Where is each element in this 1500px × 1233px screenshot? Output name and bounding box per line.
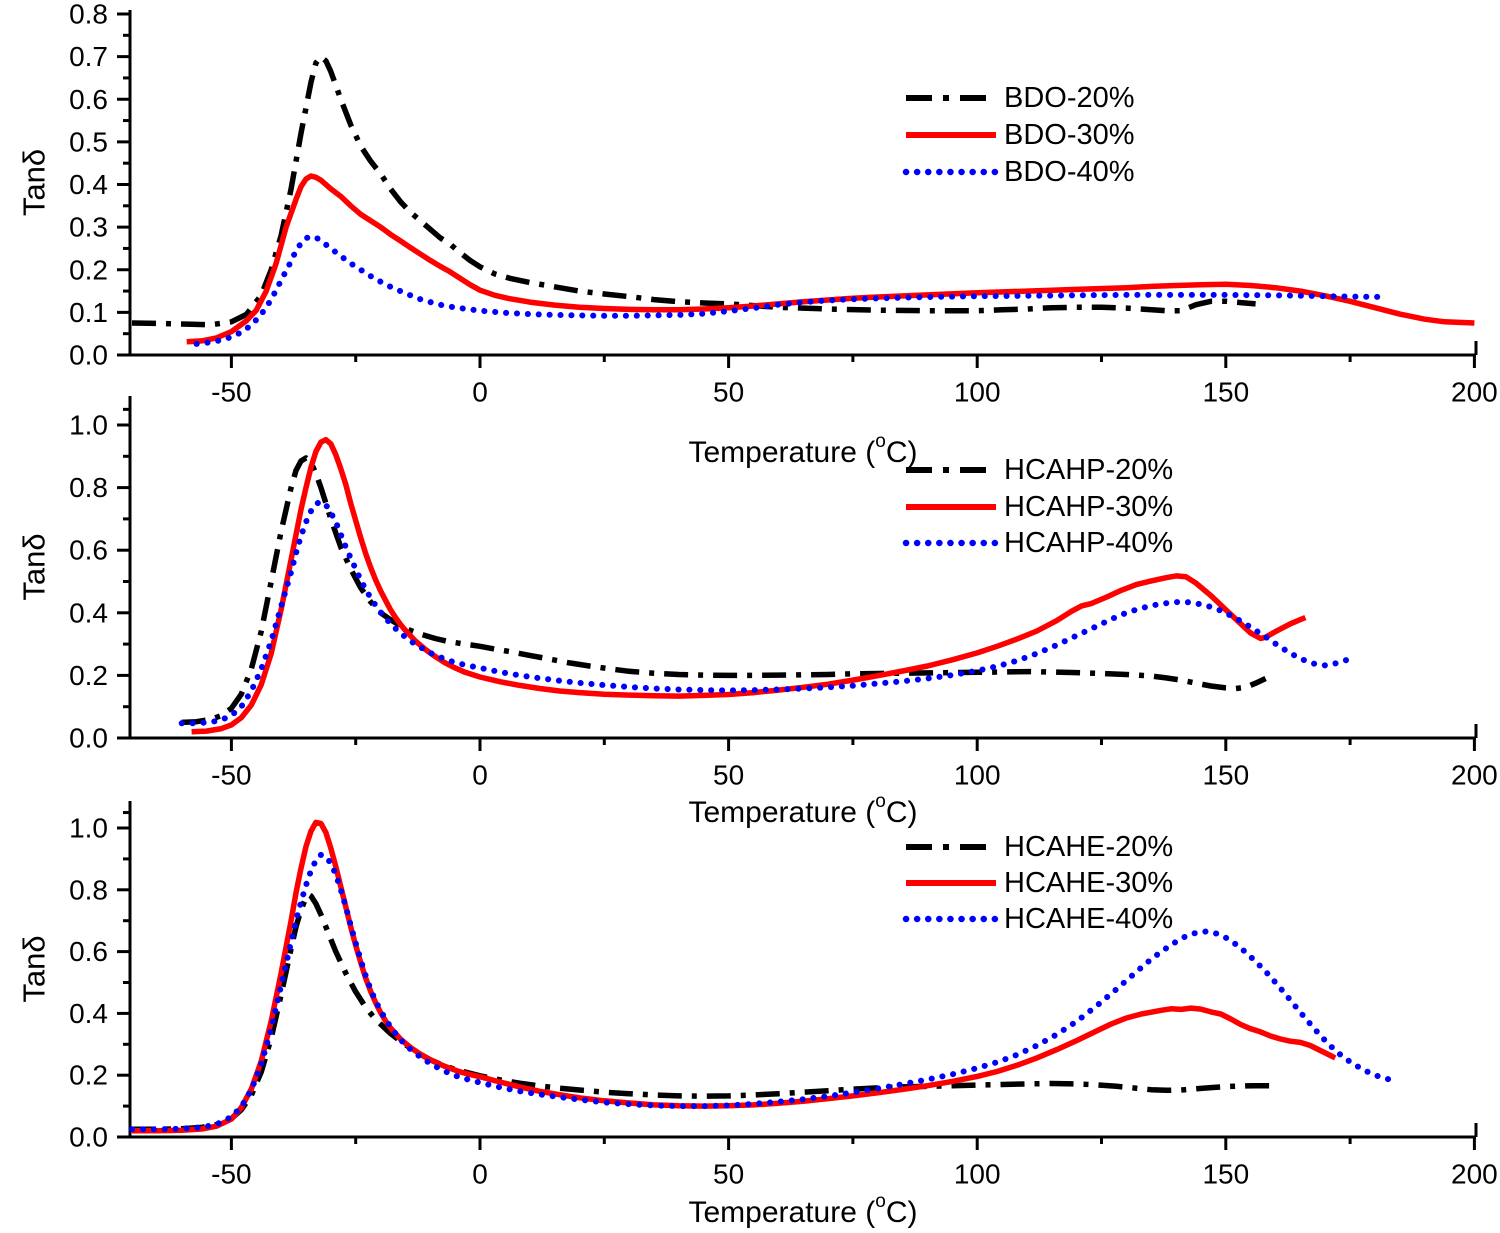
curve-hcahe-40	[129, 851, 1398, 1133]
panel-bdo-y-ticks: 0.0 0.1 0.2 0.3 0.4 0.5 0.6 0.7 0.8	[69, 0, 130, 371]
panel-bdo-y-tick-label: 0.4	[69, 169, 108, 200]
legend-label-hcahp-40: HCAHP-40%	[1004, 527, 1173, 559]
panel-hcahp-x-tick-label: -50	[211, 760, 251, 791]
panel-hcahe-y-tick-label: 1.0	[69, 813, 108, 844]
panel-hcahe-x-tick-label: 0	[472, 1159, 488, 1190]
legend-item-hcahp-20: HCAHP-20%	[906, 454, 1173, 486]
curve-hcahp-30	[191, 436, 1307, 735]
legend-item-hcahp-40: HCAHP-40%	[902, 527, 1173, 559]
panel-bdo-x-tick-label: 150	[1202, 377, 1249, 408]
panel-hcahe-x-tick-label: 50	[713, 1159, 744, 1190]
panel-hcahp-y-tick-label: 0.8	[69, 472, 108, 503]
legend-item-bdo-30: BDO-30%	[906, 119, 1135, 151]
panel-hcahe-legend: HCAHE-20% HCAHE-30% HCAHE-40%	[902, 831, 1173, 935]
panel-hcahe-y-tick-label: 0.8	[69, 874, 108, 905]
legend-label-hcahe-40: HCAHE-40%	[1004, 903, 1173, 935]
legend-label-hcahp-30: HCAHP-30%	[1004, 491, 1173, 523]
panel-hcahe-y-tick-label: 0.0	[69, 1122, 108, 1153]
panel-bdo-y-tick-label: 0.6	[69, 84, 108, 115]
curve-hcahp-40	[178, 498, 1359, 727]
panel-hcahe-x-axis-title: Temperature (oC)	[689, 1191, 918, 1229]
panel-hcahp-y-tick-label: 0.2	[69, 660, 108, 691]
legend-item-bdo-40: BDO-40%	[902, 156, 1135, 188]
legend-item-hcahe-20: HCAHE-20%	[906, 831, 1173, 863]
panel-hcahe-x-tick-label: -50	[211, 1159, 251, 1190]
legend-label-bdo-30: BDO-30%	[1004, 119, 1135, 151]
curve-hcahe-30	[132, 819, 1337, 1134]
panel-hcahp-x-ticks: -50 0 50 100 150 200	[211, 738, 1498, 791]
panel-bdo-legend: BDO-20% BDO-30% BDO-40%	[902, 82, 1135, 188]
panel-bdo-y-tick-label: 0.1	[69, 297, 108, 328]
panel-hcahp-axes	[128, 396, 1478, 740]
curve-bdo-30	[186, 173, 1475, 345]
panel-hcahe-y-tick-label: 0.6	[69, 936, 108, 967]
panel-hcahp-y-tick-label: 1.0	[69, 410, 108, 441]
panel-bdo-x-ticks: -50 0 50 100 150 200	[211, 355, 1498, 408]
panel-bdo-y-tick-label: 0.7	[69, 41, 108, 72]
panel-hcahp-x-tick-label: 150	[1202, 760, 1249, 791]
panel-hcahe-y-tick-label: 0.4	[69, 998, 108, 1029]
legend-item-hcahe-30: HCAHE-30%	[906, 867, 1173, 899]
panel-bdo-x-tick-label: 0	[472, 377, 488, 408]
panel-bdo-y-tick-label: 0.5	[69, 126, 108, 157]
panel-hcahp-x-tick-label: 50	[713, 760, 744, 791]
panel-bdo-axes	[128, 10, 1478, 357]
panel-hcahp-x-tick-label: 100	[954, 760, 1001, 791]
legend-label-hcahe-30: HCAHE-30%	[1004, 867, 1173, 899]
panel-hcahe-x-tick-label: 150	[1202, 1159, 1249, 1190]
panel-hcahp: -50 0 50 100 150 200 0.0 0.2 0.4 0.6 0.8 1.0 Tempera…	[17, 396, 1498, 829]
panel-hcahe-y-axis-title: Tanδ	[17, 935, 52, 1002]
panel-bdo-y-tick-label: 0.2	[69, 254, 108, 285]
legend-label-hcahe-20: HCAHE-20%	[1004, 831, 1173, 863]
panel-hcahe-x-tick-label: 100	[954, 1159, 1001, 1190]
curve-bdo-40	[193, 233, 1388, 347]
legend-label-hcahp-20: HCAHP-20%	[1004, 454, 1173, 486]
legend-item-hcahp-30: HCAHP-30%	[906, 491, 1173, 523]
panel-hcahp-y-tick-label: 0.4	[69, 597, 108, 628]
panel-bdo-x-tick-label: -50	[211, 377, 251, 408]
panel-hcahe: -50 0 50 100 150 200 0.0 0.2 0.4 0.6 0.8 1.0 Tempera…	[17, 801, 1498, 1229]
panel-hcahp-y-tick-label: 0.0	[69, 723, 108, 754]
panel-hcahp-x-axis-title: Temperature (oC)	[689, 791, 918, 829]
panel-bdo-x-axis-title: Temperature (oC)	[689, 431, 918, 469]
panel-bdo-x-tick-label: 200	[1451, 377, 1498, 408]
panel-bdo-y-tick-label: 0.8	[69, 0, 108, 30]
legend-item-hcahe-40: HCAHE-40%	[902, 903, 1173, 935]
panel-bdo: -50 0 50 100 150 2000.00.10.20.30.40.50.60.70…	[17, 0, 1498, 469]
panel-bdo-x-tick-label: 50	[713, 377, 744, 408]
legend-item-bdo-20: BDO-20%	[906, 82, 1135, 114]
panel-hcahp-y-axis-title: Tanδ	[17, 533, 52, 600]
panel-hcahp-y-tick-label: 0.6	[69, 535, 108, 566]
panel-hcahp-x-tick-label: 0	[472, 760, 488, 791]
curve-bdo-20	[131, 53, 1256, 328]
panel-hcahe-x-ticks: -50 0 50 100 150 200	[211, 1137, 1498, 1190]
legend-label-bdo-20: BDO-20%	[1004, 82, 1135, 114]
panel-hcahp-y-ticks: 0.0 0.2 0.4 0.6 0.8 1.0	[69, 407, 130, 754]
panel-bdo-y-tick-label: 0.0	[69, 340, 108, 371]
panel-bdo-y-axis-title: Tanδ	[17, 149, 52, 216]
panel-hcahp-x-tick-label: 200	[1451, 760, 1498, 791]
panel-hcahe-axes	[128, 801, 1478, 1139]
legend-label-bdo-40: BDO-40%	[1004, 156, 1135, 188]
panel-hcahe-x-tick-label: 200	[1451, 1159, 1498, 1190]
panel-hcahe-y-tick-label: 0.2	[69, 1060, 108, 1091]
panel-hcahe-y-ticks: 0.0 0.2 0.4 0.6 0.8 1.0	[69, 811, 130, 1153]
curve-hcahp-20	[181, 455, 1267, 726]
panel-bdo-y-tick-label: 0.3	[69, 212, 108, 243]
panel-hcahp-legend: HCAHP-20% HCAHP-30% HCAHP-40%	[902, 454, 1173, 559]
panel-bdo-x-tick-label: 100	[954, 377, 1001, 408]
